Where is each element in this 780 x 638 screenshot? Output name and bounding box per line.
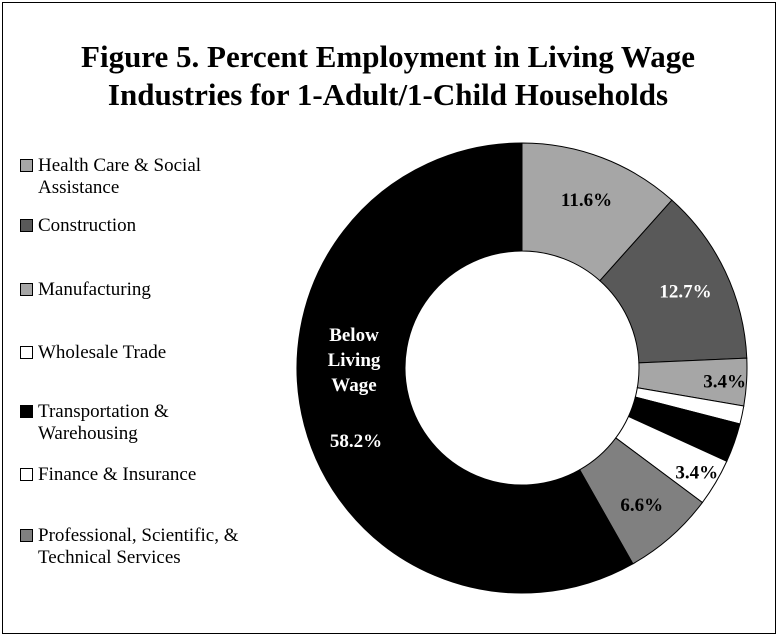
legend-swatch [20, 283, 33, 296]
legend-swatch [20, 159, 33, 172]
legend-label-line: Professional, Scientific, & [38, 525, 239, 546]
legend-label: Health Care & Social Assistance [38, 155, 201, 199]
legend-label-line: Transportation & [38, 401, 169, 422]
legend-swatch [20, 346, 33, 359]
chart-title: Figure 5. Percent Employment in Living W… [0, 38, 776, 114]
chart-title-line-2: Industries for 1-Adult/1-Child Household… [107, 77, 669, 112]
slice-value-label: 11.6% [561, 190, 612, 211]
slice-value-label: 12.7% [659, 281, 711, 302]
legend-item: Manufacturing [20, 279, 310, 301]
legend-item: Transportation & Warehousing [20, 401, 310, 445]
slice-value-label: 3.4% [675, 462, 718, 483]
legend-label-line: Finance & Insurance [38, 464, 197, 485]
below-living-wage-value: 58.2% [330, 431, 382, 452]
legend-swatch [20, 529, 33, 542]
legend-label-line: Manufacturing [38, 279, 151, 300]
legend-item: Health Care & Social Assistance [20, 155, 310, 199]
legend-label-line: Assistance [38, 177, 120, 198]
legend-label: Professional, Scientific, & Technical Ser… [38, 525, 239, 569]
legend-label-line: Construction [38, 215, 137, 236]
legend-item: Wholesale Trade [20, 342, 310, 364]
chart-title-line-1: Figure 5. Percent Employment in Living W… [81, 39, 695, 74]
slice-value-label: 3.4% [703, 372, 746, 393]
legend-label: Construction [38, 215, 136, 237]
legend-swatch [20, 219, 33, 232]
below-living-wage-label: Living [328, 350, 381, 371]
legend-label: Manufacturing [38, 279, 151, 301]
legend-label: Finance & Insurance [38, 464, 196, 486]
legend-label-line: Technical Services [38, 547, 181, 568]
legend-swatch [20, 468, 33, 481]
legend-item: Finance & Insurance [20, 464, 310, 486]
below-living-wage-label: Wage [331, 375, 376, 396]
donut-slice [296, 142, 634, 594]
legend-label: Transportation & Warehousing [38, 401, 169, 445]
legend-label-line: Warehousing [38, 423, 138, 444]
legend-swatch [20, 405, 33, 418]
legend-item: Professional, Scientific, & Technical Ser… [20, 525, 310, 569]
below-living-wage-label: Below [329, 325, 379, 346]
legend-label-line: Wholesale Trade [38, 342, 167, 363]
legend-label-line: Health Care & Social [38, 155, 202, 176]
legend-item: Construction [20, 215, 310, 237]
slice-value-label: 6.6% [620, 495, 663, 516]
legend-label: Wholesale Trade [38, 342, 166, 364]
